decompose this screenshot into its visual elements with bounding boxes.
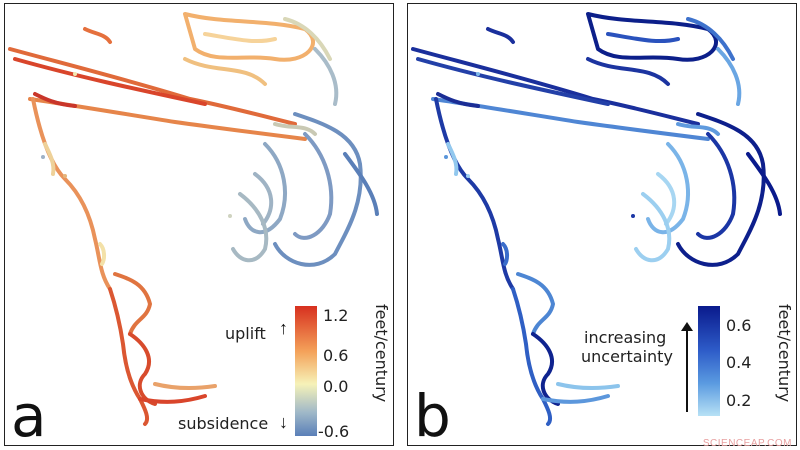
coast-segment [486,27,515,44]
island [203,32,277,44]
unit-b: feet/century [775,304,794,403]
uplift-label: uplift [225,324,266,343]
island [716,47,742,106]
coast-segment [516,272,555,336]
scatter-points [444,72,635,218]
down-arrow-icon: ↓ [279,412,288,432]
island [686,17,735,61]
tick-a-1: 1.2 [323,306,349,325]
sound [253,172,274,226]
panel-letter-a: a [11,382,47,446]
increasing-label: increasing [584,328,667,347]
coast-segment [43,142,56,176]
coast-segment [108,287,150,426]
coast-segment [511,287,553,426]
tick-b-1: 0.6 [726,316,752,335]
island [606,32,680,44]
coast-segment [436,92,480,108]
sound [646,142,690,235]
uncertainty-label: uncertainty [581,347,673,366]
island [183,57,267,86]
coast-segment [434,97,515,291]
tick-a-4: -0.6 [318,422,350,441]
sound [676,122,720,136]
island [283,17,332,61]
sound [656,172,677,226]
panel-b: 0.6 0.4 0.2 feet/century increasing unce… [407,3,797,446]
arrow-head [681,322,693,331]
coast-segment [98,242,107,266]
coast-segment [411,47,700,126]
coast-segment [128,332,157,406]
coast-segment [531,332,560,406]
sound [243,142,287,235]
coast-segment [113,272,152,336]
tick-a-3: 0.0 [323,377,349,396]
coastline-map-uncertainty [411,12,782,426]
sound [343,152,379,216]
coast-segment [541,394,610,404]
tick-b-2: 0.4 [726,353,752,372]
unit-a: feet/century [372,304,391,403]
watermark: SCIENCEAP.COM [702,438,792,449]
up-arrow-icon: ↑ [279,318,288,338]
sound [746,152,782,216]
sound [273,112,363,267]
coast-segment [416,57,610,106]
island [183,12,315,62]
coast-segment [13,57,207,106]
up-arrow-icon [686,326,688,412]
island [586,12,718,62]
sound [273,122,317,136]
subsidence-label: subsidence [178,414,269,433]
sound [696,132,737,240]
coast-segment [446,142,459,176]
island [313,47,339,106]
coast-segment [556,382,620,391]
tick-a-2: 0.6 [323,346,349,365]
coast-segment [501,242,510,266]
coastline-map-uplift [8,12,379,426]
sound [676,112,766,267]
coast-segment [153,382,217,391]
colorbar-a [295,306,317,436]
sound [231,192,269,263]
sound [293,132,334,240]
sound [634,192,672,263]
coast-segment [83,27,112,44]
panel-a: 1.2 0.6 0.0 -0.6 feet/century uplift ↑ s… [4,3,394,446]
colorbar-b [698,306,720,416]
coast-segment [33,92,77,108]
scatter-points [41,72,232,218]
island [586,57,670,86]
coast-segment [8,47,297,126]
tick-b-3: 0.2 [726,391,752,410]
coast-segment [31,97,112,291]
coast-segment [138,394,207,404]
panel-letter-b: b [414,382,451,446]
